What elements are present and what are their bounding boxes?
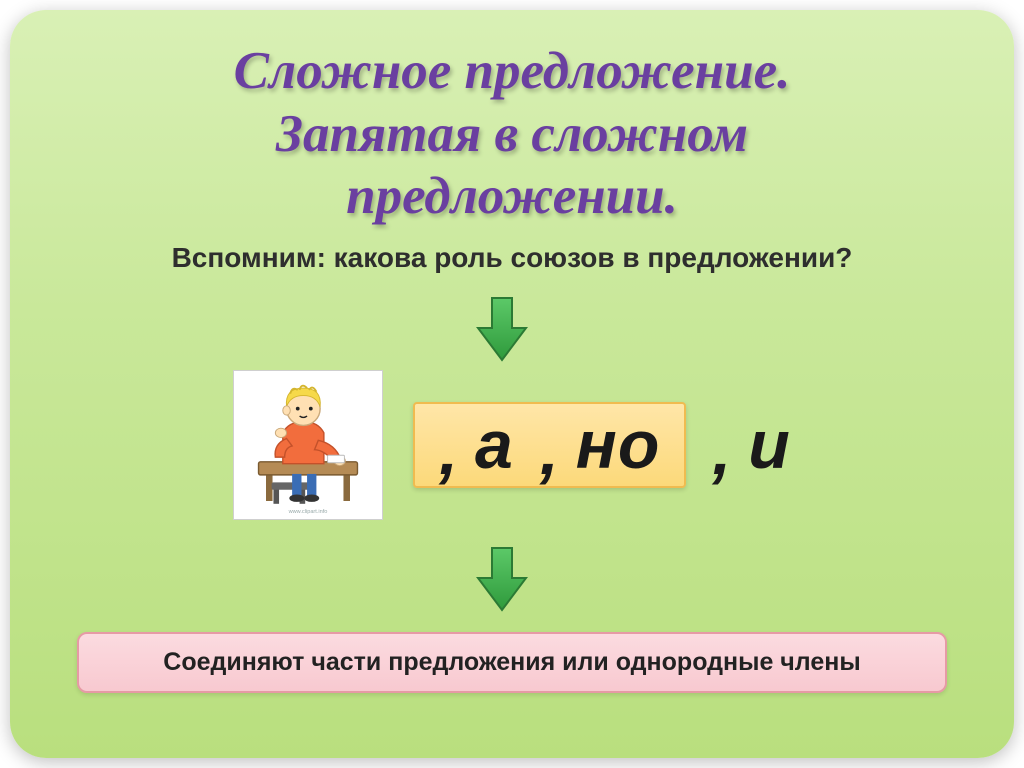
conjunctions-row: , а , но , и <box>413 402 791 488</box>
comma-1: , <box>439 412 459 490</box>
word-no: но <box>576 406 661 484</box>
word-a: а <box>475 406 514 484</box>
arrow-down-icon <box>472 544 532 614</box>
bottom-text: Соединяют части предложения или однородн… <box>163 648 860 676</box>
slide-card: Сложное предложение. Запятая в сложном п… <box>10 10 1014 758</box>
title-line-3: предложении. <box>346 167 678 225</box>
highlighted-conjunctions: , а , но <box>413 402 686 488</box>
comma-3: , <box>712 412 732 490</box>
conj-a: , а <box>439 406 514 484</box>
middle-row: www.clipart.info , а , но , и <box>54 370 970 520</box>
title-line-1: Сложное предложение. <box>234 42 791 100</box>
comma-2: , <box>540 412 560 490</box>
word-i: и <box>748 406 791 484</box>
svg-text:www.clipart.info: www.clipart.info <box>288 509 328 515</box>
arrow-down-icon <box>472 294 532 364</box>
conj-i: , и <box>712 406 790 484</box>
title-line-2: Запятая в сложном <box>276 105 748 163</box>
bottom-explanation-box: Соединяют части предложения или однородн… <box>77 632 947 693</box>
slide-subtitle: Вспомним: какова роль союзов в предложен… <box>54 242 970 274</box>
slide-title: Сложное предложение. Запятая в сложном п… <box>54 40 970 228</box>
conj-no: , но <box>540 406 661 484</box>
student-illustration: www.clipart.info <box>233 370 383 520</box>
